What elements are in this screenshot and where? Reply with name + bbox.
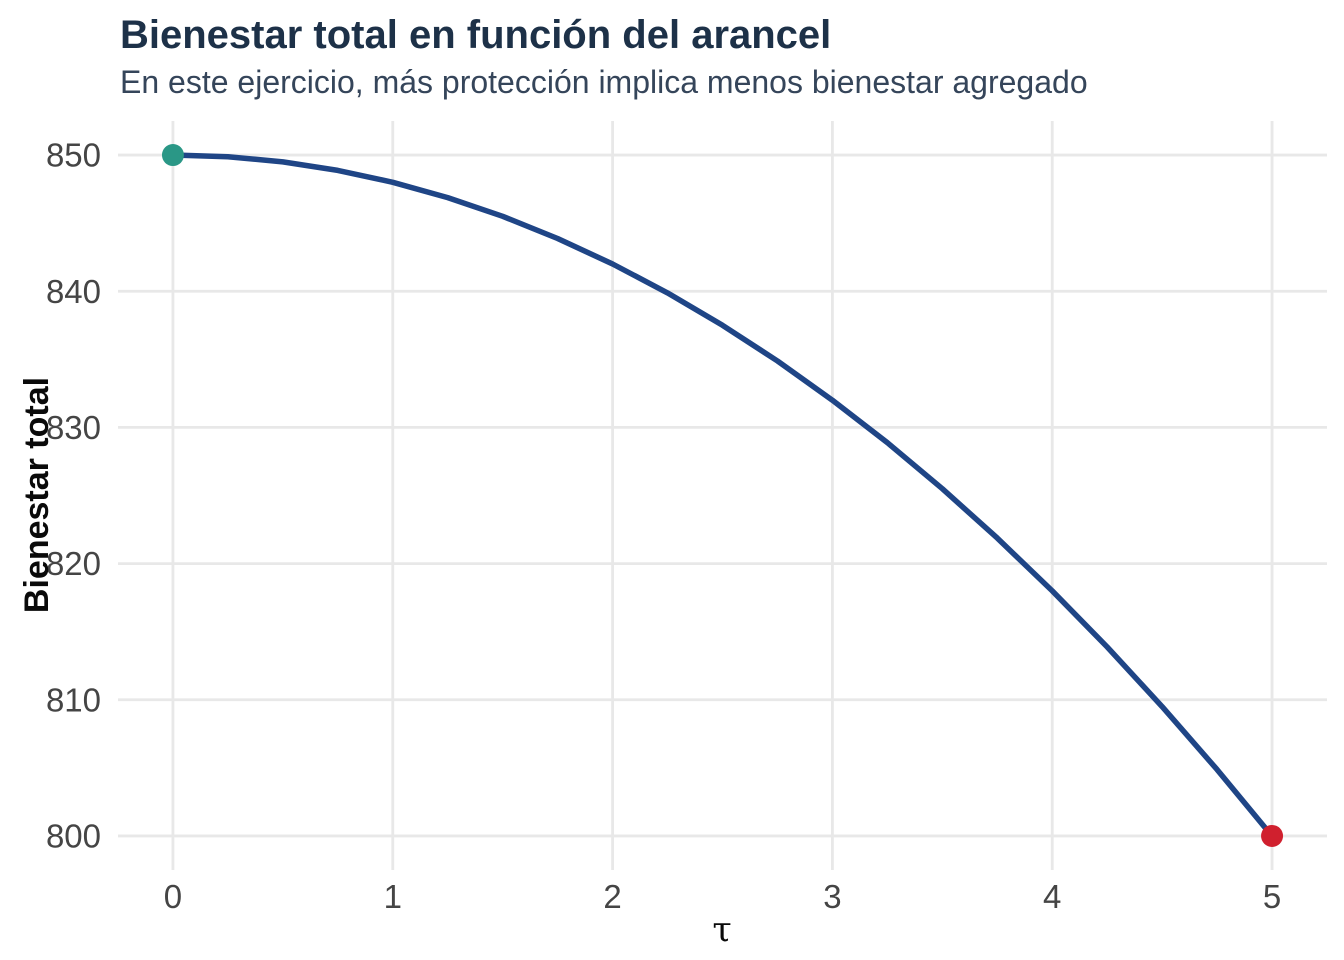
y-tick-label: 850 [46,137,101,174]
series-line [170,152,1275,839]
chart-subtitle: En este ejercicio, más protección implic… [120,64,1088,100]
y-tick-label: 820 [46,545,101,582]
x-tick-label: 5 [1263,878,1281,915]
endpoint-markers [161,144,1284,847]
chart-title: Bienestar total en función del arancel [120,13,831,57]
welfare-curve [170,152,1275,839]
start-point [161,144,184,167]
y-tick-label: 810 [46,681,101,718]
x-tick-label: 2 [603,878,621,915]
x-tick-label: 0 [164,878,182,915]
y-tick-label: 830 [46,409,101,446]
y-tick-labels: 800 810 820 830 840 850 [46,137,101,855]
x-tick-label: 1 [384,878,402,915]
y-axis-title: Bienestar total [18,377,56,613]
x-tick-labels: 0 1 2 3 4 5 [164,878,1281,915]
x-tick-label: 4 [1043,878,1061,915]
gridlines [118,121,1327,870]
x-axis-title: τ [712,910,731,950]
end-point [1261,824,1284,847]
y-tick-label: 800 [46,818,101,855]
y-tick-label: 840 [46,273,101,310]
x-tick-label: 3 [823,878,841,915]
